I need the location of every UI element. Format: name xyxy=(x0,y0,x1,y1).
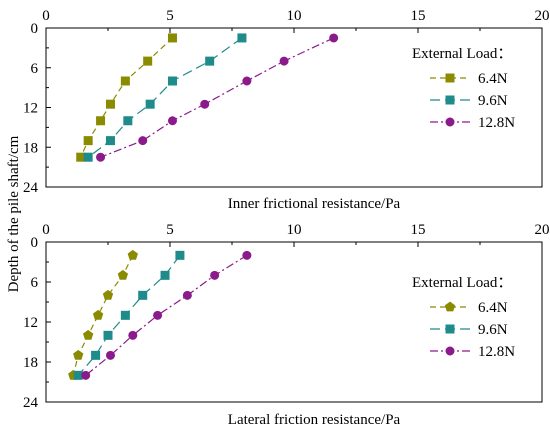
legend-label-6.4N: 6.4N xyxy=(478,71,508,87)
data-point-6.4N xyxy=(83,136,93,146)
data-point-6.4N xyxy=(73,349,84,360)
y-tick-label: 0 xyxy=(31,21,39,37)
data-point-6.4N xyxy=(143,56,153,66)
y-tick-label: 0 xyxy=(31,235,39,251)
data-point-12.8N xyxy=(153,310,163,320)
data-point-12.8N xyxy=(167,116,177,126)
legend-label-12.8N: 12.8N xyxy=(478,344,515,360)
data-point-9.6N xyxy=(138,290,148,300)
y-tick-label: 12 xyxy=(23,101,38,117)
data-point-12.8N xyxy=(242,76,252,86)
data-point-6.4N xyxy=(120,76,130,86)
data-point-9.6N xyxy=(103,330,113,340)
data-point-6.4N xyxy=(102,289,114,300)
x-tick-label: 20 xyxy=(535,222,550,238)
x-tick-label: 0 xyxy=(42,8,50,24)
data-point-12.8N xyxy=(105,350,115,360)
y-tick-label: 24 xyxy=(23,395,39,411)
data-point-12.8N xyxy=(128,330,138,340)
data-point-9.6N xyxy=(83,152,93,162)
legend-marker-9.6N xyxy=(445,324,455,334)
x-tick-label: 5 xyxy=(166,8,174,24)
y-tick-label: 6 xyxy=(31,61,39,77)
data-point-6.4N xyxy=(76,152,86,162)
x-tick-label: 10 xyxy=(287,8,302,24)
y-tick-label: 12 xyxy=(23,315,38,331)
x-tick-label: 10 xyxy=(287,222,302,238)
legend-marker-6.4N xyxy=(444,301,456,312)
legend-label-9.6N: 9.6N xyxy=(478,322,508,338)
data-point-12.8N xyxy=(81,370,91,380)
data-point-6.4N xyxy=(96,116,106,126)
y-tick-label: 24 xyxy=(23,180,39,196)
data-point-9.6N xyxy=(120,310,130,320)
x-tick-label: 20 xyxy=(535,8,550,24)
data-point-9.6N xyxy=(205,56,215,66)
data-point-9.6N xyxy=(105,136,115,146)
legend-marker-6.4N xyxy=(445,73,455,83)
x-tick-label: 5 xyxy=(166,222,174,238)
x-axis-title: Inner frictional resistance/Pa xyxy=(228,196,401,212)
y-axis-title: Depth of the pile shaft/cm xyxy=(6,135,22,292)
data-point-6.4N xyxy=(167,33,177,43)
y-tick-label: 18 xyxy=(23,355,38,371)
data-point-12.8N xyxy=(210,270,220,280)
data-point-9.6N xyxy=(73,370,83,380)
plot-frame xyxy=(45,241,543,403)
data-point-9.6N xyxy=(167,76,177,86)
y-tick-label: 18 xyxy=(23,140,38,156)
legend-title: External Load： xyxy=(412,275,512,291)
legend-marker-12.8N xyxy=(445,117,455,127)
data-point-9.6N xyxy=(160,270,170,280)
data-point-9.6N xyxy=(91,350,101,360)
legend-label-12.8N: 12.8N xyxy=(478,115,515,131)
y-tick-label: 6 xyxy=(31,275,39,291)
data-point-6.4N xyxy=(105,99,115,109)
data-point-6.4N xyxy=(117,269,129,280)
legend-marker-9.6N xyxy=(445,95,455,105)
data-point-12.8N xyxy=(242,250,252,260)
legend-label-6.4N: 6.4N xyxy=(478,300,508,316)
x-tick-label: 15 xyxy=(411,222,426,238)
data-point-6.4N xyxy=(92,309,104,320)
legend-label-9.6N: 9.6N xyxy=(478,93,508,109)
series-line-6.4N xyxy=(80,37,173,158)
chart-panel-inner: 0 5 10 15 20 0 6 12 18 24 Inner frictional resista… xyxy=(23,8,550,212)
data-point-12.8N xyxy=(138,136,148,146)
x-tick-label: 15 xyxy=(411,8,426,24)
legend-title: External Load： xyxy=(412,46,512,62)
data-point-12.8N xyxy=(329,33,339,43)
data-point-12.8N xyxy=(200,99,210,109)
data-point-6.4N xyxy=(127,249,138,260)
data-point-9.6N xyxy=(145,99,155,109)
data-point-9.6N xyxy=(123,116,133,126)
legend-marker-12.8N xyxy=(445,346,455,356)
data-point-12.8N xyxy=(182,290,192,300)
data-point-12.8N xyxy=(96,152,106,162)
data-point-6.4N xyxy=(83,329,94,340)
data-point-9.6N xyxy=(237,33,247,43)
x-tick-label: 0 xyxy=(42,222,50,238)
x-axis-title: Lateral friction resistance/Pa xyxy=(228,412,401,428)
data-point-12.8N xyxy=(279,56,289,66)
chart-panel-lateral: 0 5 10 15 20 0 6 12 18 24 Lateral friction resista… xyxy=(23,222,550,428)
data-point-9.6N xyxy=(175,250,185,260)
